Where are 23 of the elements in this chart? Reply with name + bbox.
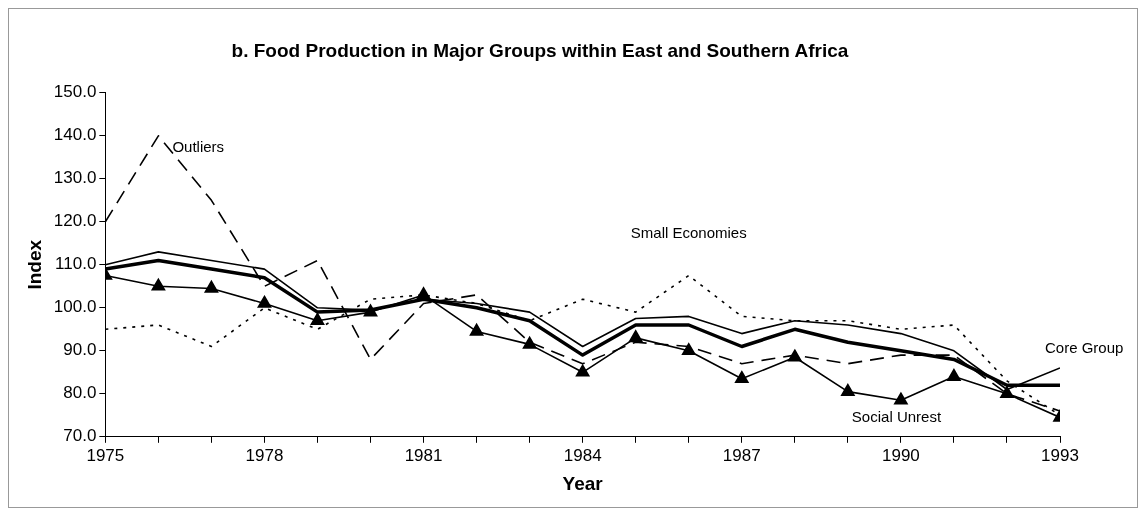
x-tick-label: 1981	[404, 445, 443, 465]
x-tick-label: 1993	[1041, 445, 1079, 465]
x-tick-label: 1984	[563, 445, 602, 465]
y-tick-label: 70.0	[63, 426, 97, 446]
series-label: Core Group	[1045, 339, 1124, 357]
y-tick-label: 80.0	[63, 383, 97, 403]
y-tick-label: 110.0	[55, 254, 97, 274]
y-tick-label: 100.0	[53, 297, 97, 317]
x-tick-label: 1975	[86, 445, 125, 465]
y-tick-label: 150.0	[53, 82, 97, 102]
y-tick-label: 140.0	[53, 125, 97, 145]
x-axis-title: Year	[562, 472, 604, 494]
series-label: Social Unrest	[851, 407, 942, 425]
text: Small Economies	[630, 223, 747, 241]
x-tick-label: 1978	[245, 445, 284, 465]
y-tick-label: 120.0	[53, 211, 97, 231]
y-tick-label: 130.0	[53, 168, 97, 188]
chart-title: b. Food Production in Major Groups within East and Southern Africa	[231, 39, 849, 61]
y-axis-title: Index	[23, 239, 45, 290]
series-label: Outliers	[172, 137, 225, 155]
x-tick-label: 1987	[722, 445, 761, 465]
x-tick-label: 1990	[881, 445, 920, 465]
y-tick-label: 90.0	[63, 340, 97, 360]
